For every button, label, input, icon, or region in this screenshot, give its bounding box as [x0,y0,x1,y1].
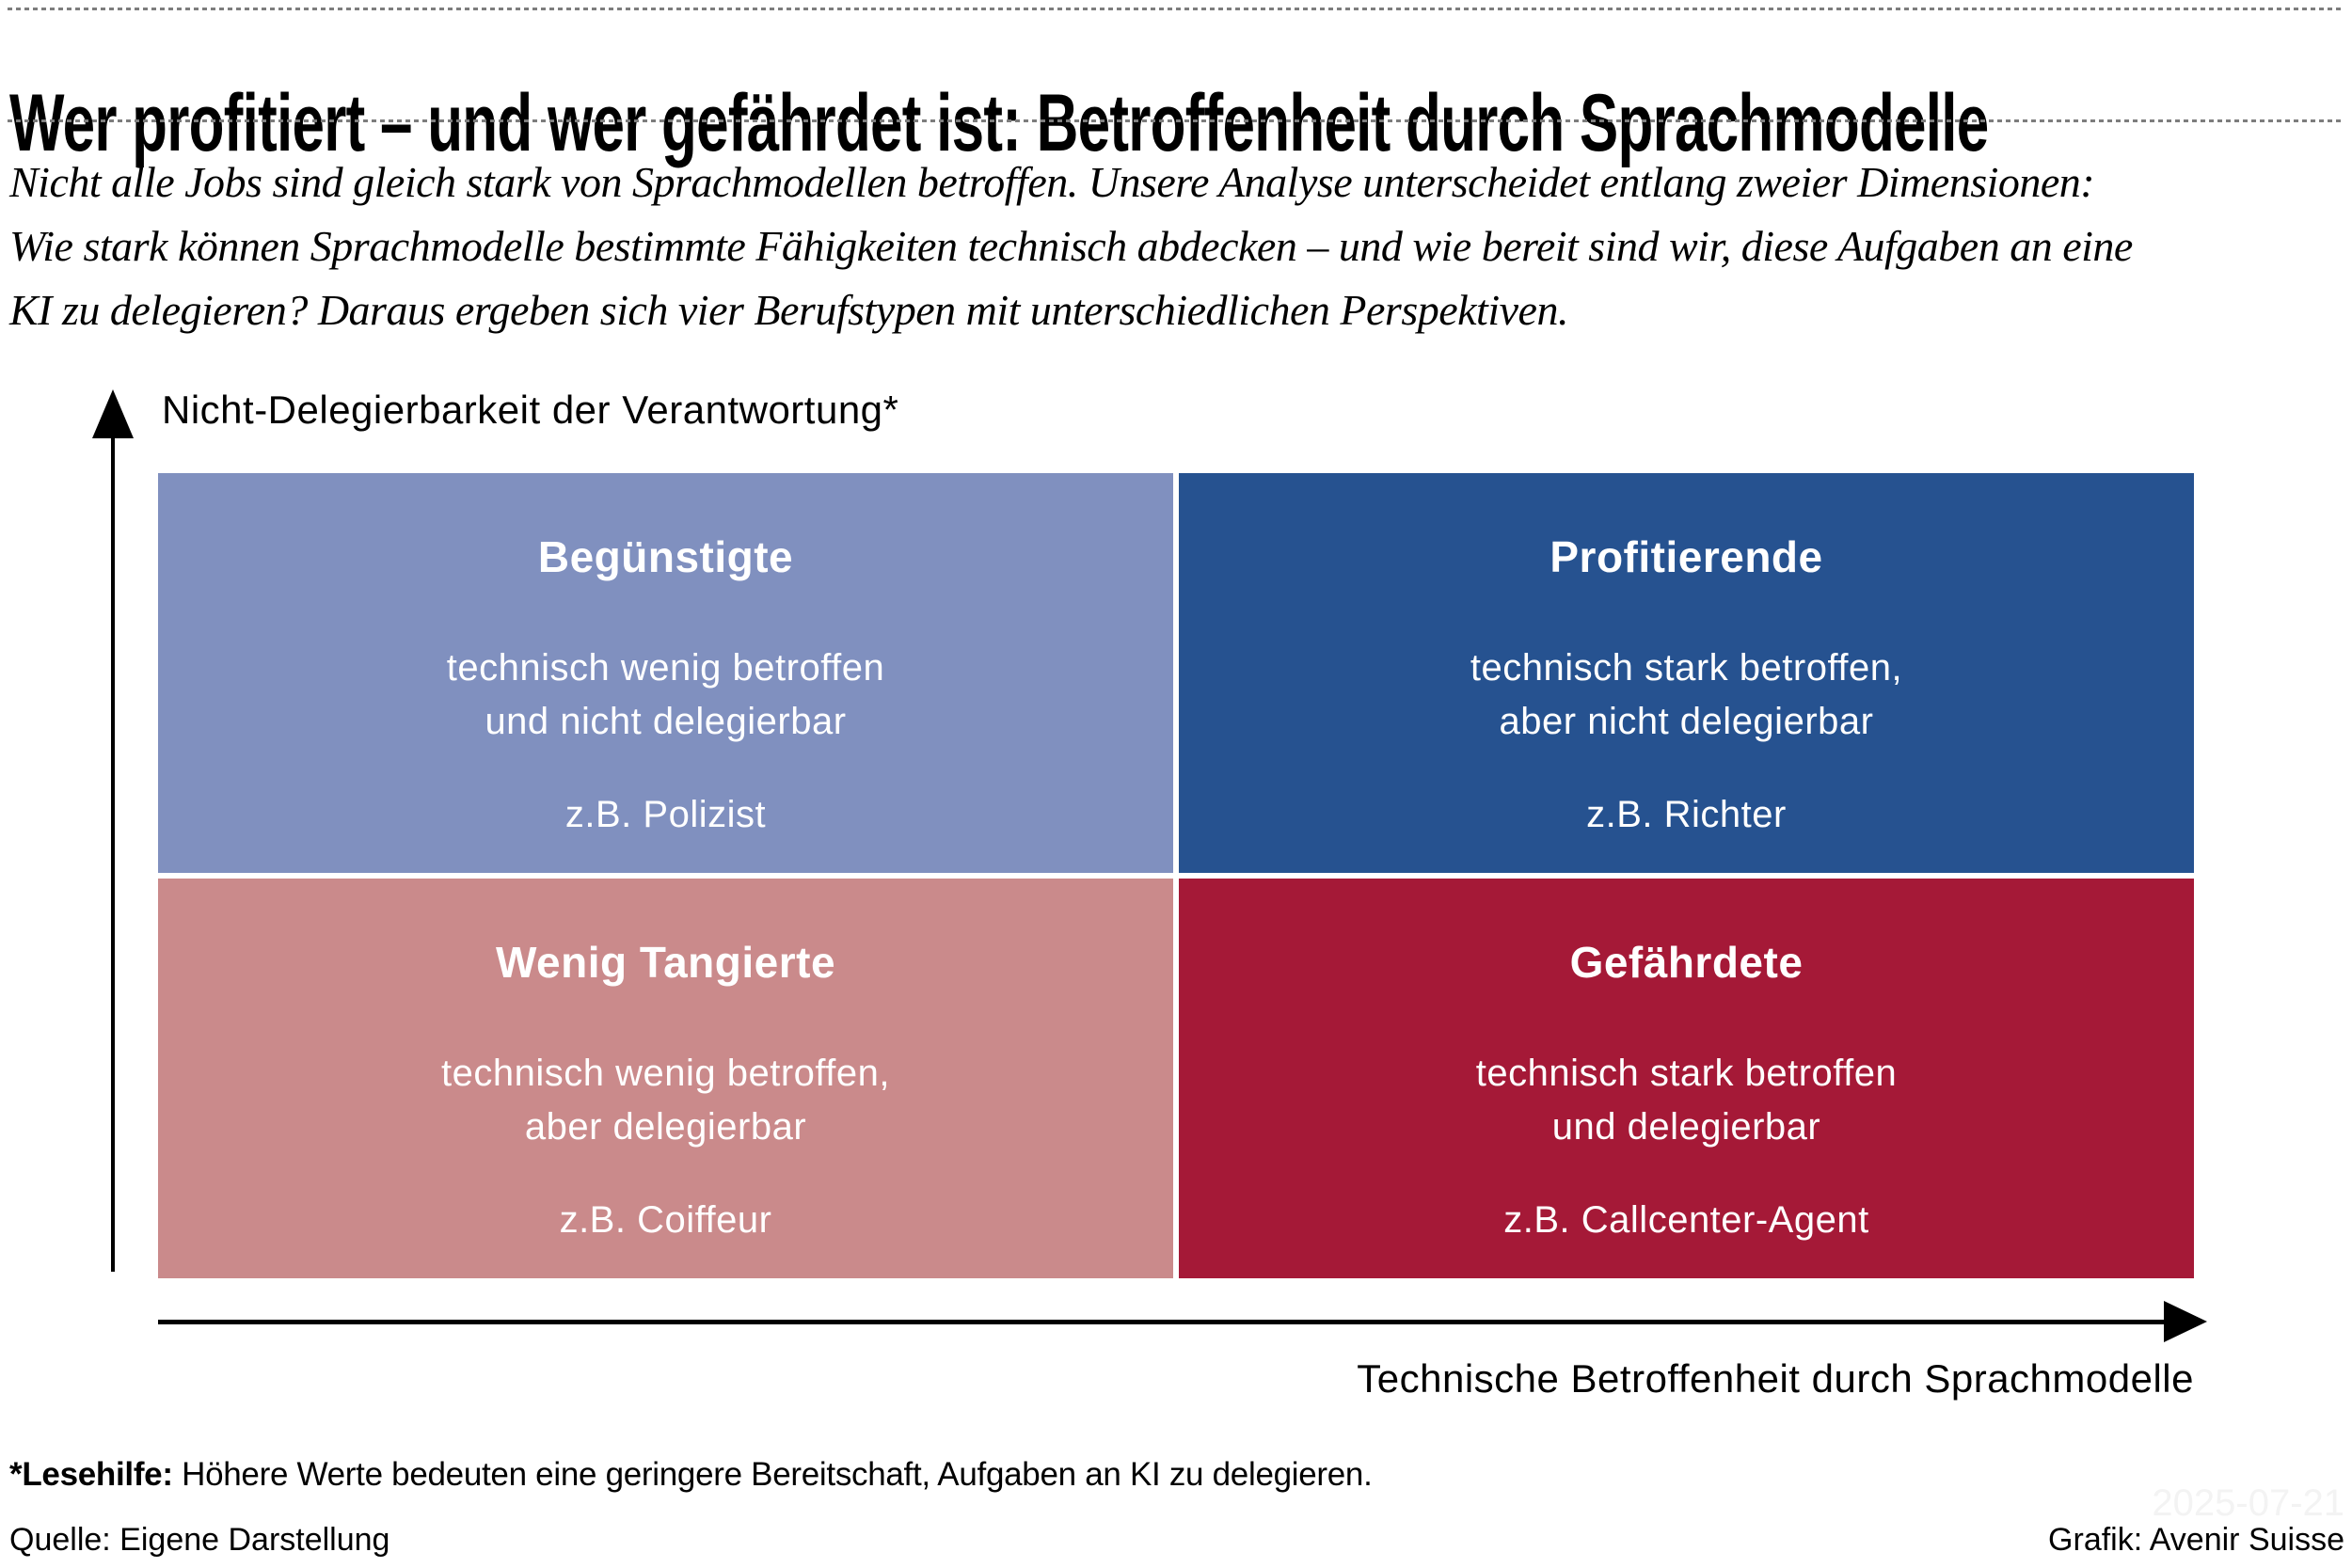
quadrant-example: z.B. Polizist [564,793,767,835]
quadrant-example: z.B. Callcenter-Agent [1503,1198,1869,1241]
quadrant-gefaehrdete: Gefährdete technisch stark betroffen und… [1179,879,2194,1278]
footnote-text: Höhere Werte bedeuten eine geringere Ber… [172,1456,1373,1493]
quadrant-example: z.B. Richter [1586,793,1787,835]
quadrant-description: technisch stark betroffen und delegierba… [1476,1047,1898,1154]
graphic-credit: Grafik: Avenir Suisse [2048,1522,2344,1558]
quadrant-wenig-tangierte: Wenig Tangierte technisch wenig betroffe… [158,879,1173,1278]
y-axis-label: Nicht-Delegierbarkeit der Verantwortung* [162,388,899,432]
quadrant-matrix: Begünstigte technisch wenig betroffen un… [158,473,2194,1278]
quadrant-description: technisch wenig betroffen und nicht dele… [447,641,884,749]
quadrant-description-line-1: technisch wenig betroffen [446,646,885,689]
quadrant-description-line-2: und nicht delegierbar [485,700,847,742]
quadrant-description-line-1: technisch wenig betroffen, [440,1052,890,1094]
quadrant-description-line-2: aber nicht delegierbar [1499,700,1874,742]
top-dashed-rule [8,8,2344,10]
page-title: Wer profitiert – und wer gefährdet ist: … [9,77,1989,168]
quadrant-description: technisch wenig betroffen, aber delegier… [441,1047,890,1154]
quadrant-beguenstigte: Begünstigte technisch wenig betroffen un… [158,473,1173,873]
intro-line-2: Wie stark können Sprachmodelle bestimmte… [9,222,2133,270]
source-credit: Quelle: Eigene Darstellung [9,1522,390,1558]
x-axis-line [158,1320,2166,1324]
x-axis-label: Technische Betroffenheit durch Sprachmod… [1357,1356,2194,1401]
quadrant-description: technisch stark betroffen, aber nicht de… [1470,641,1902,749]
title-dashed-rule [8,119,2344,122]
footnote: *Lesehilfe: Höhere Werte bedeuten eine g… [9,1456,1373,1494]
intro-line-1: Nicht alle Jobs sind gleich stark von Sp… [9,158,2095,206]
x-axis-arrowhead-icon [2164,1301,2207,1342]
quadrant-title: Begünstigte [537,532,794,581]
quadrant-example: z.B. Coiffeur [559,1198,772,1241]
intro-line-3: KI zu delegieren? Daraus ergeben sich vi… [9,286,1568,334]
quadrant-description-line-2: aber delegierbar [524,1105,807,1148]
quadrant-description-line-1: technisch stark betroffen [1475,1052,1898,1094]
quadrant-profitierende: Profitierende technisch stark betroffen,… [1179,473,2194,873]
quadrant-title: Profitierende [1549,532,1823,581]
footnote-lead: *Lesehilfe: [9,1456,173,1493]
y-axis-line [111,428,115,1272]
quadrant-description-line-1: technisch stark betroffen, [1470,646,1903,689]
quadrant-title: Gefährdete [1569,938,1804,987]
quadrant-title: Wenig Tangierte [495,938,836,987]
intro-paragraph: Nicht alle Jobs sind gleich stark von Sp… [9,150,2133,342]
quadrant-description-line-2: und delegierbar [1551,1105,1821,1148]
date-watermark: 2025-07-21 [2152,1482,2344,1524]
